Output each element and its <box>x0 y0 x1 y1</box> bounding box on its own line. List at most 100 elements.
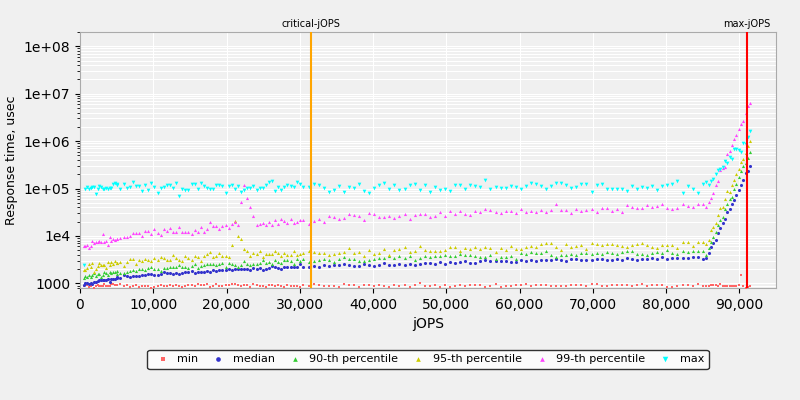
min <box>429 282 442 289</box>
median <box>595 256 608 262</box>
min <box>408 282 421 288</box>
min <box>474 282 486 288</box>
median <box>259 266 272 272</box>
max <box>170 180 182 187</box>
max <box>234 189 247 196</box>
95-th percentile <box>287 248 300 255</box>
99-th percentile <box>198 228 210 235</box>
95-th percentile <box>444 244 457 250</box>
95-th percentile <box>182 255 195 261</box>
min <box>78 283 90 290</box>
median <box>272 265 285 271</box>
90-th percentile <box>244 262 257 268</box>
min <box>98 281 111 288</box>
90-th percentile <box>78 275 90 282</box>
min <box>93 283 106 290</box>
99-th percentile <box>398 210 411 217</box>
max <box>600 186 613 192</box>
median <box>393 261 406 268</box>
median <box>234 266 247 272</box>
max <box>429 184 442 190</box>
99-th percentile <box>710 182 722 188</box>
95-th percentile <box>290 252 303 258</box>
90-th percentile <box>700 252 713 258</box>
99-th percentile <box>244 204 257 210</box>
99-th percentile <box>606 208 618 214</box>
90-th percentile <box>373 255 386 262</box>
min <box>307 281 320 288</box>
min <box>585 281 598 287</box>
95-th percentile <box>580 246 593 252</box>
99-th percentile <box>219 222 232 228</box>
min <box>414 280 426 287</box>
95-th percentile <box>525 243 538 249</box>
90-th percentile <box>742 155 754 161</box>
min <box>534 282 547 288</box>
min <box>710 282 722 288</box>
90-th percentile <box>630 251 643 258</box>
99-th percentile <box>250 222 263 228</box>
90-th percentile <box>590 250 603 256</box>
99-th percentile <box>194 224 207 231</box>
95-th percentile <box>716 204 729 210</box>
median <box>718 216 731 223</box>
99-th percentile <box>393 213 406 220</box>
min <box>696 282 709 289</box>
max <box>138 182 151 188</box>
median <box>179 269 192 276</box>
99-th percentile <box>646 204 658 211</box>
90-th percentile <box>711 222 724 228</box>
min <box>256 282 269 289</box>
95-th percentile <box>158 254 170 261</box>
99-th percentile <box>686 204 699 210</box>
90-th percentile <box>151 265 164 272</box>
95-th percentile <box>138 256 151 262</box>
max <box>434 187 446 193</box>
90-th percentile <box>545 252 558 258</box>
99-th percentile <box>388 215 401 221</box>
90-th percentile <box>185 263 198 269</box>
max <box>145 180 158 187</box>
90-th percentile <box>414 255 426 262</box>
90-th percentile <box>170 264 182 270</box>
max <box>114 186 127 192</box>
max <box>179 187 192 193</box>
90-th percentile <box>691 248 704 255</box>
median <box>353 263 366 269</box>
median <box>510 258 522 265</box>
99-th percentile <box>353 213 366 220</box>
median <box>281 264 294 270</box>
95-th percentile <box>718 196 731 202</box>
95-th percentile <box>714 205 726 211</box>
max <box>383 186 396 192</box>
95-th percentile <box>585 240 598 246</box>
95-th percentile <box>575 242 588 248</box>
90-th percentile <box>79 273 92 279</box>
95-th percentile <box>244 253 257 259</box>
median <box>154 271 167 278</box>
min <box>151 283 164 289</box>
min <box>170 282 182 288</box>
99-th percentile <box>575 208 588 215</box>
max <box>651 186 664 193</box>
99-th percentile <box>266 222 278 228</box>
max <box>82 186 95 192</box>
95-th percentile <box>479 244 492 251</box>
max <box>226 182 238 188</box>
90-th percentile <box>327 258 340 265</box>
95-th percentile <box>732 165 745 172</box>
min <box>120 282 133 288</box>
max <box>106 181 119 187</box>
95-th percentile <box>151 256 164 263</box>
90-th percentile <box>120 269 133 275</box>
99-th percentile <box>744 100 757 106</box>
95-th percentile <box>106 260 119 267</box>
95-th percentile <box>253 248 266 254</box>
median <box>454 258 466 265</box>
90-th percentile <box>570 252 582 259</box>
90-th percentile <box>610 250 623 257</box>
95-th percentile <box>82 261 95 268</box>
99-th percentile <box>333 216 346 222</box>
min <box>525 282 538 289</box>
95-th percentile <box>213 250 226 256</box>
